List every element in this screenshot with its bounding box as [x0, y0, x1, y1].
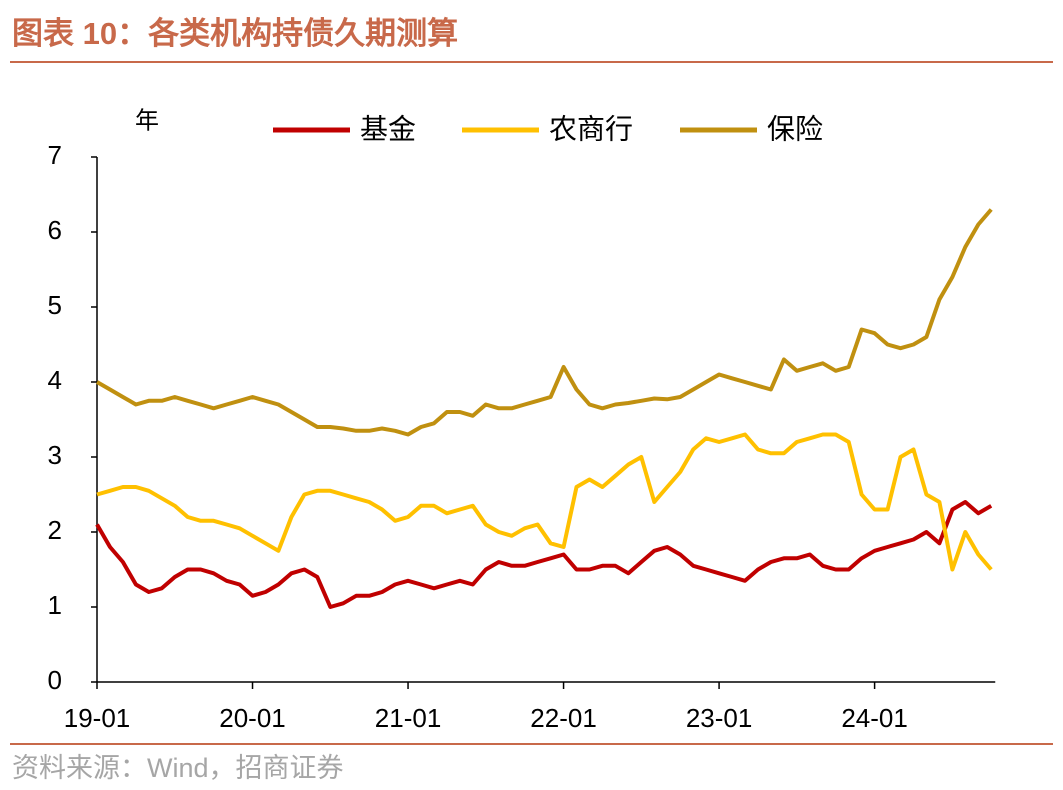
series-line	[95, 500, 993, 609]
x-tick-label: 19-01	[64, 703, 131, 733]
y-tick-label: 3	[48, 440, 62, 470]
series-line	[96, 432, 993, 572]
legend-label: 农商行	[549, 113, 633, 144]
x-tick-label: 20-01	[219, 703, 286, 733]
y-tick-label: 7	[48, 140, 62, 170]
y-tick-label: 2	[48, 515, 62, 545]
x-tick-label: 21-01	[375, 703, 442, 733]
y-tick-label: 5	[48, 290, 62, 320]
source: 资料来源：Wind，招商证券	[12, 753, 344, 783]
x-tick-label: 23-01	[686, 703, 753, 733]
y-tick-label: 4	[48, 365, 62, 395]
series-line	[96, 208, 993, 437]
legend-label: 保险	[767, 113, 823, 144]
chart-title: 图表 10：各类机构持债久期测算	[12, 16, 458, 51]
y-tick-label: 0	[48, 665, 62, 695]
x-tick-label: 24-01	[841, 703, 908, 733]
y-tick-label: 6	[48, 215, 62, 245]
legend-label: 基金	[360, 113, 416, 144]
y-axis-label: 年	[135, 107, 159, 134]
x-tick-label: 22-01	[530, 703, 597, 733]
y-tick-label: 1	[48, 590, 62, 620]
